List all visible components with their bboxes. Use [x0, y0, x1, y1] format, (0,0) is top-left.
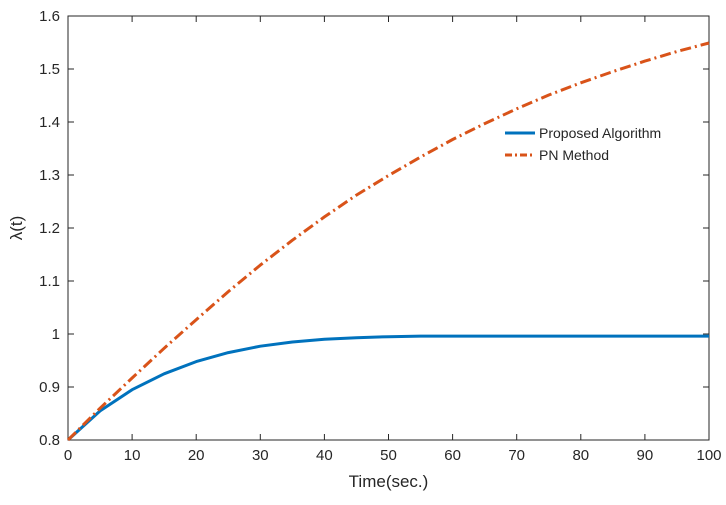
x-tick-label: 80 [572, 447, 589, 464]
x-tick-label: 60 [444, 447, 461, 464]
axis-ticks: 0 10 20 30 40 50 60 70 80 90 100 0.8 0.9 1 1.1 1.2 1.3 1.… [39, 8, 721, 464]
series-lines [66, 41, 710, 442]
y-tick-label: 1.5 [39, 61, 60, 78]
x-tick-label: 50 [380, 447, 397, 464]
x-axis-label: Time(sec.) [349, 472, 429, 491]
y-tick-label: 1.6 [39, 8, 60, 25]
series-line-pn-method [66, 41, 710, 442]
y-tick-label: 0.8 [39, 432, 60, 449]
x-tick-label: 20 [188, 447, 205, 464]
legend-label: PN Method [539, 147, 609, 163]
x-tick-label: 100 [696, 447, 721, 464]
plot-area [67, 15, 710, 441]
series-line-proposed-algorithm [66, 334, 709, 442]
legend: Proposed Algorithm PN Method [505, 125, 661, 163]
x-tick-label: 40 [316, 447, 333, 464]
y-tick-label: 1.3 [39, 167, 60, 184]
x-tick-label: 30 [252, 447, 269, 464]
x-tick-label: 0 [64, 447, 72, 464]
x-tick-label: 90 [637, 447, 654, 464]
y-axis-label: λ(t) [7, 216, 26, 241]
x-tick-label: 70 [508, 447, 525, 464]
y-tick-label: 1.1 [39, 273, 60, 290]
y-tick-label: 1.4 [39, 114, 60, 131]
y-tick-label: 0.9 [39, 379, 60, 396]
legend-label: Proposed Algorithm [539, 125, 661, 141]
y-tick-label: 1.2 [39, 220, 60, 237]
x-tick-label: 10 [124, 447, 141, 464]
y-tick-label: 1 [52, 326, 60, 343]
